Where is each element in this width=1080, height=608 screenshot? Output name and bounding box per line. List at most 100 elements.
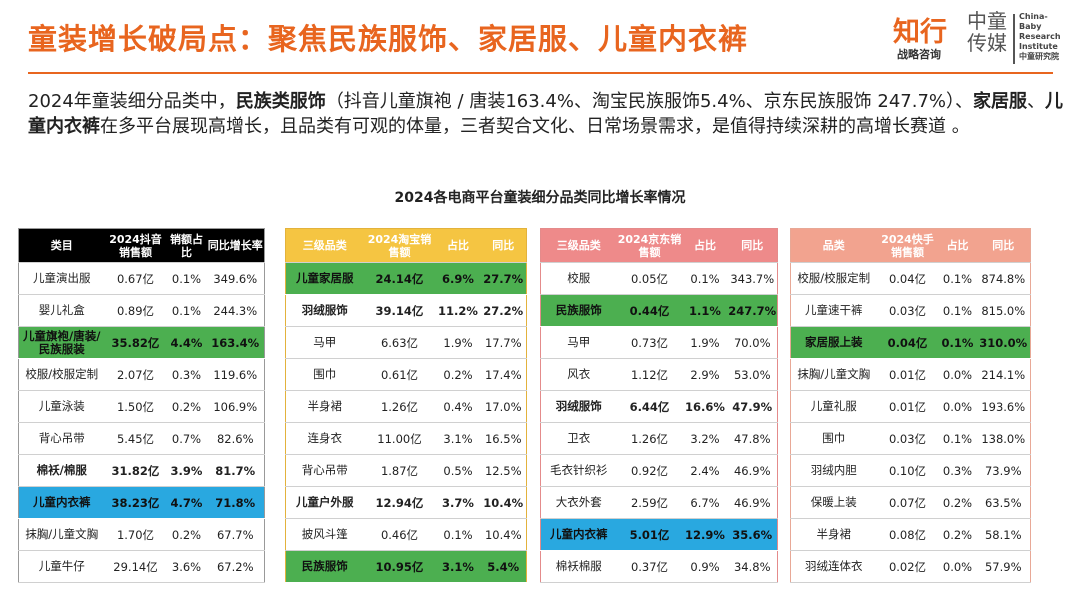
category-cell: 儿童内衣裤 [18,486,105,519]
category-cell: 围巾 [790,422,877,455]
table-row: 羽绒连体衣 0.02亿 0.0% 57.9% [790,550,1031,583]
value-cell: 1.50亿 [104,390,167,423]
value-cell: 35.6% [727,518,778,551]
value-cell: 2.07亿 [104,358,167,391]
value-cell: 0.0% [938,550,977,583]
table-row: 半身裙 1.26亿 0.4% 17.0% [285,390,527,423]
table-row: 儿童泳装 1.50亿 0.2% 106.9% [18,390,265,423]
value-cell: 0.92亿 [616,454,683,487]
value-cell: 67.7% [206,518,265,551]
value-cell: 17.4% [480,358,527,391]
brand-logo: 知行 战略咨询 中童传媒 China-Baby Research Institu… [893,8,1063,70]
value-cell: 6.9% [435,262,481,295]
brand-name: 知行 [893,17,947,48]
value-cell: 3.2% [682,422,728,455]
category-cell: 围巾 [285,358,364,391]
table-row: 儿童内衣裤 5.01亿 12.9% 35.6% [540,518,778,551]
value-cell: 0.1% [166,262,207,295]
value-cell: 0.3% [938,454,977,487]
value-cell: 6.63亿 [363,326,436,359]
value-cell: 0.37亿 [616,550,683,583]
value-cell: 0.1% [938,422,977,455]
column-header: 2024京东销售额 [616,228,683,263]
value-cell: 10.4% [480,486,527,519]
table-row: 大衣外套 2.59亿 6.7% 46.9% [540,486,778,519]
value-cell: 12.5% [480,454,527,487]
value-cell: 12.9% [682,518,728,551]
table-row: 民族服饰 0.44亿 1.1% 247.7% [540,294,778,327]
table-row: 校服/校服定制 2.07亿 0.3% 119.6% [18,358,265,391]
column-header: 三级品类 [285,228,364,263]
value-cell: 34.8% [727,550,778,583]
value-cell: 0.05亿 [616,262,683,295]
value-cell: 1.26亿 [363,390,436,423]
table-row: 棉袄棉服 0.37亿 0.9% 34.8% [540,550,778,583]
category-cell: 卫衣 [540,422,617,455]
value-cell: 0.46亿 [363,518,436,551]
table-row: 民族服饰 10.95亿 3.1% 5.4% [285,550,527,583]
table-row: 连身衣 11.00亿 3.1% 16.5% [285,422,527,455]
value-cell: 47.9% [727,390,778,423]
category-cell: 民族服饰 [540,294,617,327]
value-cell: 0.01亿 [876,358,939,391]
value-cell: 0.1% [166,294,207,327]
value-cell: 119.6% [206,358,265,391]
table-row: 儿童礼服 0.01亿 0.0% 193.6% [790,390,1031,423]
value-cell: 0.7% [166,422,207,455]
table-header-row: 类目 2024抖音销售额 销额占比 同比增长率 [18,228,265,263]
category-cell: 保暖上装 [790,486,877,519]
value-cell: 57.9% [976,550,1031,583]
column-header: 同比 [480,228,527,263]
value-cell: 0.08亿 [876,518,939,551]
value-cell: 5.4% [480,550,527,583]
category-cell: 半身裙 [790,518,877,551]
value-cell: 0.2% [166,518,207,551]
category-cell: 校服 [540,262,617,295]
value-cell: 27.2% [480,294,527,327]
value-cell: 343.7% [727,262,778,295]
value-cell: 2.9% [682,358,728,391]
value-cell: 0.0% [938,390,977,423]
table-row: 家居服上装 0.04亿 0.1% 310.0% [790,326,1031,359]
value-cell: 3.9% [166,454,207,487]
table-row: 儿童速干裤 0.03亿 0.1% 815.0% [790,294,1031,327]
value-cell: 46.9% [727,486,778,519]
table-header-row: 品类 2024快手销售额 占比 同比 [790,228,1031,263]
table-row: 马甲 6.63亿 1.9% 17.7% [285,326,527,359]
value-cell: 0.73亿 [616,326,683,359]
value-cell: 0.3% [166,358,207,391]
value-cell: 17.7% [480,326,527,359]
value-cell: 31.82亿 [104,454,167,487]
intro-paragraph: 2024年童装细分品类中，民族类服饰（抖音儿童旗袍 / 唐装163.4%、淘宝民… [28,91,1064,137]
table-row: 羽绒服饰 6.44亿 16.6% 47.9% [540,390,778,423]
table-row: 卫衣 1.26亿 3.2% 47.8% [540,422,778,455]
table-header-row: 三级品类 2024淘宝销售额 占比 同比 [285,228,527,263]
value-cell: 39.14亿 [363,294,436,327]
value-cell: 0.4% [435,390,481,423]
value-cell: 12.94亿 [363,486,436,519]
table-row: 抹胸/儿童文胸 1.70亿 0.2% 67.7% [18,518,265,551]
table-row: 羽绒服饰 39.14亿 11.2% 27.2% [285,294,527,327]
category-cell: 羽绒服饰 [540,390,617,423]
jd-table: 三级品类 2024京东销售额 占比 同比 校服 0.05亿 0.1% 343.7% 民族服饰 0.… [540,228,778,583]
douyin-table: 类目 2024抖音销售额 销额占比 同比增长率 儿童演出服 0.67亿 0.1% 349.6%… [18,228,265,583]
value-cell: 73.9% [976,454,1031,487]
value-cell: 1.87亿 [363,454,436,487]
value-cell: 0.5% [435,454,481,487]
value-cell: 1.9% [435,326,481,359]
value-cell: 6.44亿 [616,390,683,423]
value-cell: 47.8% [727,422,778,455]
category-cell: 婴儿礼盒 [18,294,105,327]
value-cell: 4.7% [166,486,207,519]
value-cell: 58.1% [976,518,1031,551]
table-row: 毛衣针织衫 0.92亿 2.4% 46.9% [540,454,778,487]
value-cell: 4.4% [166,326,207,359]
category-cell: 马甲 [285,326,364,359]
value-cell: 63.5% [976,486,1031,519]
table-row: 围巾 0.03亿 0.1% 138.0% [790,422,1031,455]
category-cell: 儿童演出服 [18,262,105,295]
value-cell: 6.7% [682,486,728,519]
value-cell: 0.61亿 [363,358,436,391]
column-header: 三级品类 [540,228,617,263]
value-cell: 27.7% [480,262,527,295]
